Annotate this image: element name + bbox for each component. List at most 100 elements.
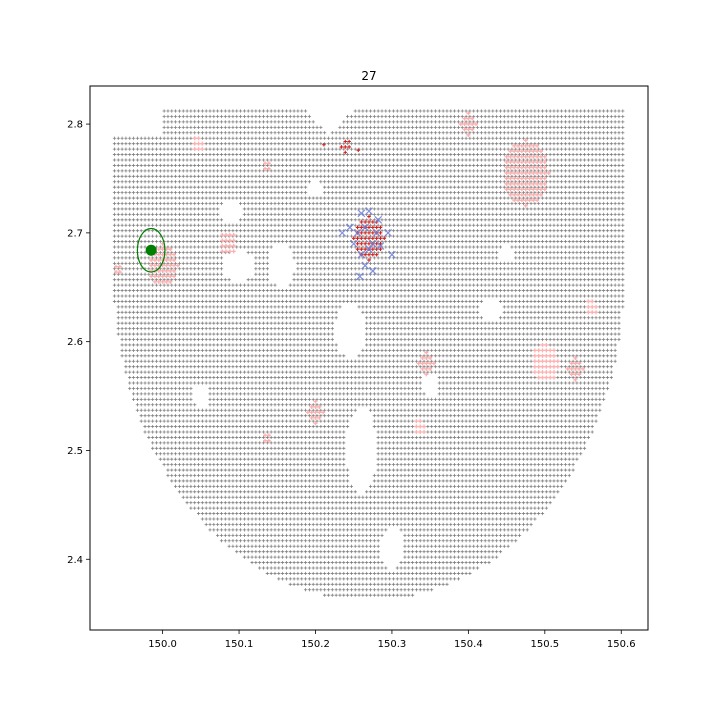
grid-point xyxy=(433,566,438,570)
grid-point xyxy=(353,566,357,570)
grid-point xyxy=(399,577,403,581)
grid-point xyxy=(334,582,338,586)
grid-point xyxy=(380,560,384,565)
grid-point xyxy=(342,577,346,581)
grid-point xyxy=(376,588,380,592)
grid-point xyxy=(345,582,350,586)
grid-point xyxy=(353,577,357,581)
grid-point xyxy=(242,555,247,559)
grid-point xyxy=(281,577,285,581)
grid-point xyxy=(315,588,319,592)
grid-point xyxy=(292,582,296,586)
grid-point xyxy=(361,571,365,576)
grid-point xyxy=(456,571,461,576)
grid-point xyxy=(430,571,434,576)
grid-point xyxy=(433,560,438,565)
grid-point xyxy=(281,571,285,576)
grid-point xyxy=(338,560,342,565)
grid-point xyxy=(388,582,392,586)
grid-point xyxy=(430,560,434,565)
grid-point xyxy=(468,571,472,576)
grid-point xyxy=(365,588,369,592)
grid-point xyxy=(361,588,365,592)
grid-point xyxy=(410,560,415,565)
grid-point xyxy=(258,560,262,565)
grid-point xyxy=(418,566,422,570)
grid-point xyxy=(303,555,308,559)
grid-point xyxy=(376,593,380,597)
grid-point xyxy=(338,571,342,576)
grid-point xyxy=(296,571,300,576)
grid-point xyxy=(384,588,388,592)
grid-point xyxy=(464,560,468,565)
grid-point xyxy=(372,555,376,559)
grid-point xyxy=(414,588,418,592)
grid-point xyxy=(307,566,311,570)
grid-point xyxy=(453,566,457,570)
grid-point xyxy=(357,566,361,570)
grid-point xyxy=(395,593,399,597)
grid-point xyxy=(288,577,292,581)
grid-point xyxy=(361,555,365,559)
grid-point xyxy=(361,582,365,586)
grid-point xyxy=(357,588,361,592)
grid-point xyxy=(384,571,388,576)
grid-point xyxy=(357,593,361,597)
grid-point xyxy=(380,571,384,576)
grid-point xyxy=(353,582,357,586)
grid-point xyxy=(330,593,334,597)
grid-point xyxy=(410,593,415,597)
grid-point xyxy=(384,582,388,586)
grid-point xyxy=(403,555,407,559)
grid-point xyxy=(273,566,277,570)
grid-point xyxy=(349,577,354,581)
grid-point xyxy=(323,582,327,586)
grid-point xyxy=(468,566,472,570)
grid-point xyxy=(323,577,327,581)
grid-point xyxy=(380,577,384,581)
grid-point xyxy=(334,588,338,592)
grid-point xyxy=(254,555,258,559)
grid-point xyxy=(376,571,380,576)
grid-point xyxy=(319,577,323,581)
grid-point xyxy=(311,577,315,581)
grid-point xyxy=(391,593,396,597)
grid-point xyxy=(487,560,491,565)
grid-point xyxy=(426,571,430,576)
grid-point xyxy=(300,555,304,559)
grid-point xyxy=(254,560,258,565)
grid-point xyxy=(422,588,426,592)
grid-point xyxy=(315,571,319,576)
grid-point xyxy=(349,560,354,565)
grid-point xyxy=(453,571,457,576)
grid-point xyxy=(472,566,476,570)
grid-point xyxy=(414,571,418,576)
grid-point xyxy=(456,566,461,570)
grid-point xyxy=(296,577,300,581)
grid-point xyxy=(345,571,350,576)
grid-point xyxy=(399,593,403,597)
grid-point xyxy=(395,577,399,581)
grid-point xyxy=(430,555,434,559)
grid-point xyxy=(422,555,426,559)
grid-point xyxy=(433,577,438,581)
grid-point xyxy=(407,577,411,581)
grid-point xyxy=(376,555,380,559)
grid-point xyxy=(334,571,338,576)
grid-point xyxy=(307,571,311,576)
grid-point xyxy=(307,560,311,565)
grid-point xyxy=(475,566,480,570)
grid-point xyxy=(319,566,323,570)
grid-point xyxy=(441,566,445,570)
grid-point xyxy=(303,566,308,570)
grid-point xyxy=(384,566,388,570)
grid-point xyxy=(403,566,407,570)
grid-point xyxy=(315,582,319,586)
grid-point xyxy=(357,555,361,559)
grid-point xyxy=(288,566,292,570)
grid-point xyxy=(269,566,273,570)
grid-point xyxy=(430,566,434,570)
grid-point xyxy=(407,588,411,592)
grid-point xyxy=(292,560,296,565)
